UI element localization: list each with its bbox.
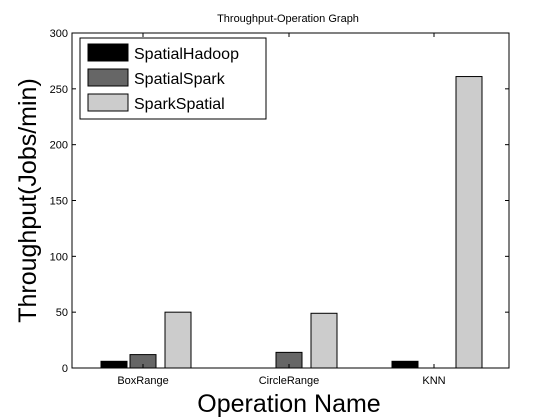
x-tick-label-boxrange: BoxRange (117, 375, 168, 387)
y-tick-label: 300 (50, 28, 68, 40)
y-axis: 0 50 100 150 200 250 300 (50, 28, 509, 375)
bars-group (100, 76, 483, 369)
y-tick-label: 100 (50, 251, 68, 263)
bar-sparkspatial-boxrange (164, 311, 192, 369)
legend-label-spatialspark: SpatialSpark (134, 71, 226, 88)
y-tick-label: 50 (56, 307, 68, 319)
x-tick-label-knn: KNN (422, 375, 445, 387)
legend-swatch-spatialspark (87, 68, 129, 87)
bar-sparkspatial-circlerange (310, 312, 338, 369)
y-tick-label: 250 (50, 84, 68, 96)
y-tick-label: 200 (50, 140, 68, 152)
y-axis-label: Throughput(Jobs/min) (14, 78, 42, 323)
y-tick-label: 0 (62, 363, 68, 375)
y-tick-label: 150 (50, 196, 68, 208)
legend-label-sparkspatial: SparkSpatial (134, 96, 225, 113)
x-axis: BoxRange CircleRange KNN (117, 33, 446, 387)
bar-spatialhadoop-boxrange (100, 360, 128, 369)
x-tick-label-circlerange: CircleRange (259, 375, 320, 387)
legend-swatch-sparkspatial (87, 93, 129, 112)
x-axis-label: Operation Name (197, 390, 380, 418)
chart-title: Throughput-Operation Graph (217, 13, 359, 25)
chart-legend: SpatialHadoop SpatialSpark SparkSpatial (79, 37, 267, 120)
bar-spatialhadoop-knn (391, 360, 419, 369)
legend-label-spatialhadoop: SpatialHadoop (134, 46, 239, 63)
bar-sparkspatial-knn (455, 76, 483, 369)
legend-swatch-spatialhadoop (87, 43, 129, 62)
